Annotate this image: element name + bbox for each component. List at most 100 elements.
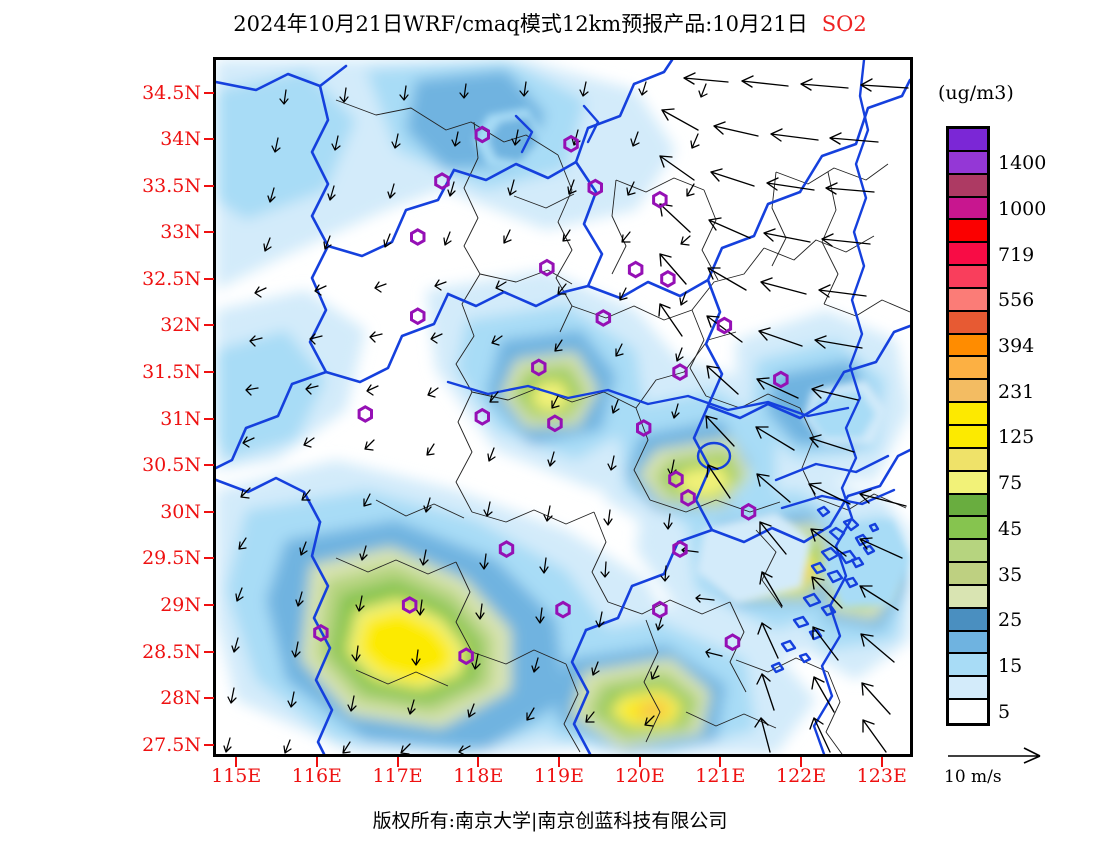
x-axis-tick-label: 118E [453,765,504,787]
y-axis-tick [204,231,214,234]
y-axis-tick-label: 33.5N [142,174,201,197]
station-marker[interactable] [680,488,696,507]
forecast-map[interactable] [213,57,913,757]
station-marker[interactable] [474,407,490,426]
x-axis-tick-label: 116E [291,765,342,787]
colorbar-tick-label: 1000 [998,197,1047,220]
colorbar-tick-label: 1400 [998,152,1047,175]
colorbar-tick-label: 5 [998,700,1011,723]
station-marker[interactable] [740,502,757,521]
colorbar-tick-label: 231 [998,380,1035,403]
station-marker[interactable] [410,307,426,326]
colorbar-tick-label: 394 [998,335,1035,358]
colorbar-tick-label: 125 [998,426,1035,449]
station-marker[interactable] [652,600,668,619]
y-axis-tick [204,603,214,606]
colorbar-swatch [949,151,987,175]
county-boundaries [335,99,910,754]
station-marker[interactable] [555,600,571,619]
colorbar-swatch [949,677,987,701]
x-axis-tick [638,757,641,767]
station-marker[interactable] [539,258,555,277]
station-marker[interactable] [595,309,612,327]
y-axis-tick [204,277,214,280]
wind-scale-legend: 10 m/s [944,744,1094,787]
y-axis-tick-label: 30N [160,500,201,523]
x-axis-tick [880,757,883,767]
colorbar-unit: (ug/m3) [938,82,1014,104]
x-axis-tick-label: 117E [372,765,423,787]
colorbar-swatch [949,243,987,267]
station-marker[interactable] [474,125,490,144]
colorbar-swatch [949,174,987,198]
colorbar-swatch [949,471,987,495]
colorbar-swatch [949,403,987,426]
x-axis-tick-label: 121E [695,765,746,787]
colorbar-swatch [949,425,987,449]
station-marker[interactable] [434,172,450,191]
station-marker[interactable] [660,269,676,288]
station-marker[interactable] [401,596,418,614]
colorbar-tick-label: 15 [998,654,1023,677]
station-marker[interactable] [672,540,688,559]
x-axis-tick [557,757,560,767]
x-axis-tick [396,757,399,767]
y-axis-tick-label: 33N [160,221,201,244]
colorbar-swatch [949,311,987,335]
y-axis-tick [204,417,214,420]
station-marker[interactable] [587,178,603,197]
station-markers[interactable] [313,125,789,666]
colorbar-swatch [949,288,987,312]
y-axis-tick-label: 29N [160,593,201,616]
station-marker[interactable] [410,228,426,246]
y-axis-tick [204,697,214,700]
colorbar-swatch [949,334,987,358]
station-marker[interactable] [498,540,515,559]
x-axis-tick [315,757,318,767]
x-axis-tick [719,757,722,767]
y-axis-tick-label: 30.5N [142,454,201,477]
station-marker[interactable] [716,316,733,335]
colorbar-tick-label: 75 [998,472,1023,495]
station-marker[interactable] [773,370,789,389]
x-axis-tick-label: 119E [533,765,585,787]
wind-scale-label: 10 m/s [944,767,1002,787]
station-marker[interactable] [357,405,373,423]
station-marker[interactable] [563,134,579,153]
station-marker[interactable] [668,470,684,489]
x-axis-tick-label: 120E [614,765,665,787]
y-axis-tick-label: 34N [160,128,201,151]
y-axis-tick-label: 32N [160,314,201,337]
y-axis-tick [204,464,214,467]
colorbar-swatch [949,540,987,564]
station-marker[interactable] [724,633,741,652]
copyright-footer: 版权所有:南京大学|南京创蓝科技有限公司 [372,810,728,832]
colorbar-swatch [949,631,987,655]
pollutant-label: SO2 [821,12,867,36]
colorbar-tick-label: 556 [998,289,1035,312]
colorbar-swatch [949,700,987,723]
y-axis-tick-label: 32.5N [142,267,201,290]
y-axis-tick-label: 29.5N [142,547,201,570]
station-marker[interactable] [313,623,329,642]
coastline-rivers [446,60,896,754]
colorbar-tick-label: 25 [998,609,1023,632]
station-marker[interactable] [636,419,652,437]
x-axis-tick [477,757,480,767]
colorbar-tick-label: 719 [998,243,1035,266]
y-axis-tick-label: 28N [160,687,201,710]
colorbar-swatch [949,494,987,518]
colorbar-swatch [949,129,987,152]
colorbar-swatch [949,266,987,289]
station-marker[interactable] [627,260,644,279]
y-axis-tick [204,184,214,187]
station-marker[interactable] [547,414,563,433]
station-marker[interactable] [458,647,474,666]
station-marker[interactable] [672,363,688,382]
colorbar-tick-label: 35 [998,563,1023,586]
y-axis-tick-label: 31N [160,407,201,430]
province-boundaries [216,60,910,754]
station-marker[interactable] [531,358,547,377]
station-marker[interactable] [652,190,668,209]
x-axis-tick-label: 115E [211,765,262,787]
